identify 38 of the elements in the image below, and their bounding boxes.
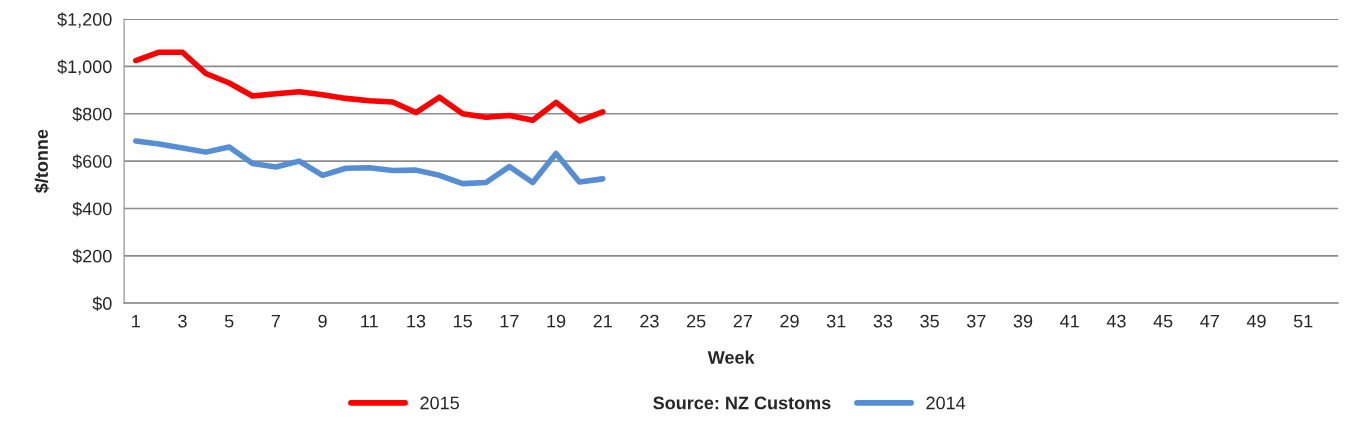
x-tick-label: 29 bbox=[780, 314, 799, 328]
x-tick-label: 37 bbox=[966, 314, 986, 328]
x-tick-label: 25 bbox=[687, 314, 706, 328]
y-tick-label: $600 bbox=[72, 154, 112, 169]
source-note: Source: NZ Customs bbox=[653, 396, 831, 410]
x-tick-label: 9 bbox=[318, 314, 327, 328]
x-tick-label: 33 bbox=[873, 314, 893, 328]
y-tick-label: $0 bbox=[92, 296, 112, 311]
y-axis-title: $/tonne bbox=[34, 129, 50, 193]
y-tick-label: $400 bbox=[72, 201, 112, 217]
x-tick-label: 21 bbox=[593, 314, 612, 328]
x-tick-label: 43 bbox=[1106, 314, 1126, 328]
x-tick-label: 41 bbox=[1060, 314, 1079, 328]
legend-label: 2014 bbox=[926, 396, 966, 410]
x-tick-label: 7 bbox=[271, 314, 280, 328]
x-tick-label: 19 bbox=[547, 314, 566, 328]
x-tick-label: 35 bbox=[920, 314, 939, 328]
legend-label: 2015 bbox=[420, 396, 459, 410]
x-axis-title: Week bbox=[707, 350, 755, 364]
x-tick-label: 31 bbox=[826, 314, 846, 328]
x-tick-label: 1 bbox=[132, 314, 140, 328]
x-tick-label: 11 bbox=[361, 314, 378, 328]
y-tick-label: $800 bbox=[72, 106, 112, 122]
x-tick-label: 49 bbox=[1246, 314, 1266, 328]
y-tick-label: $200 bbox=[72, 248, 112, 264]
x-tick-label: 17 bbox=[500, 314, 519, 328]
x-tick-label: 5 bbox=[224, 314, 234, 328]
x-tick-label: 27 bbox=[733, 314, 752, 328]
x-tick-label: 13 bbox=[407, 314, 426, 328]
y-tick-label: $1,000 bbox=[57, 59, 112, 76]
x-tick-label: 47 bbox=[1200, 314, 1219, 328]
x-tick-label: 39 bbox=[1013, 314, 1033, 328]
x-tick-label: 23 bbox=[640, 314, 659, 328]
x-tick-label: 15 bbox=[453, 314, 472, 328]
x-tick-label: 3 bbox=[178, 314, 187, 328]
x-tick-label: 45 bbox=[1153, 314, 1173, 328]
y-tick-label: $1,200 bbox=[57, 12, 112, 28]
x-tick-label: 51 bbox=[1293, 314, 1313, 328]
